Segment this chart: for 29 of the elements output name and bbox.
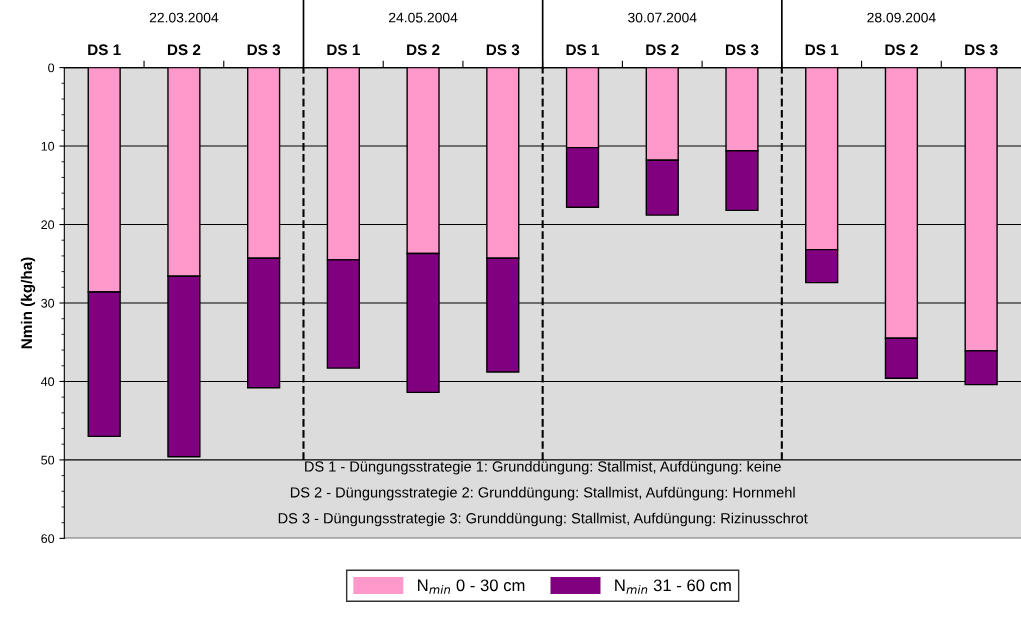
text: 22.03.2004 (149, 12, 219, 23)
text: 30.07.2004 (628, 12, 697, 23)
y-tick-label: 50 (41, 455, 55, 465)
annotation: DS 3 - Düngungsstrategie 3: Grunddüngung: Stallmist, Aufdüngung: Rizinusschrot (278, 512, 808, 527)
y-tick-label: 60 (41, 534, 55, 544)
x-tick-label: DS 2 (167, 44, 201, 56)
x-tick-label: DS 3 (486, 44, 520, 56)
y-tick-label: 20 (41, 220, 55, 230)
y-tick-label: 40 (40, 377, 55, 387)
x-tick-label: DS 3 (726, 44, 759, 56)
legend-label: N$_{min}$ 0 - 30 cm (418, 579, 525, 594)
y-tick-label: 0 (48, 63, 55, 73)
text: 28.09.2004 (867, 12, 936, 23)
y-tick-label: 30 (41, 298, 55, 308)
x-tick-label: DS 1 (88, 44, 121, 56)
x-tick-label: DS 1 (566, 44, 600, 56)
annotation: DS 1 - Düngungsstrategie 1: Grunddüngung: Stallmist, Aufdüngung: keine (305, 460, 781, 475)
annotation: DS 2 - Düngungsstrategie 2: Grunddüngung: Stallmist, Aufdüngung: Hornmehl (290, 486, 795, 501)
x-tick-label: DS 3 (247, 44, 281, 56)
y-axis-title: Nmin (kg/ha) (20, 257, 36, 349)
x-tick-label: DS 2 (407, 44, 440, 56)
y-tick-label: 10 (41, 141, 55, 151)
x-tick-label: DS 2 (885, 44, 918, 56)
text: 24.05.2004 (389, 12, 458, 23)
x-tick-label: DS 2 (646, 44, 679, 56)
legend-label: N$_{min}$ 31 - 60 cm (615, 579, 731, 594)
x-tick-label: DS 3 (965, 44, 998, 56)
x-tick-label: DS 1 (805, 44, 839, 56)
x-tick-label: DS 1 (327, 44, 360, 56)
